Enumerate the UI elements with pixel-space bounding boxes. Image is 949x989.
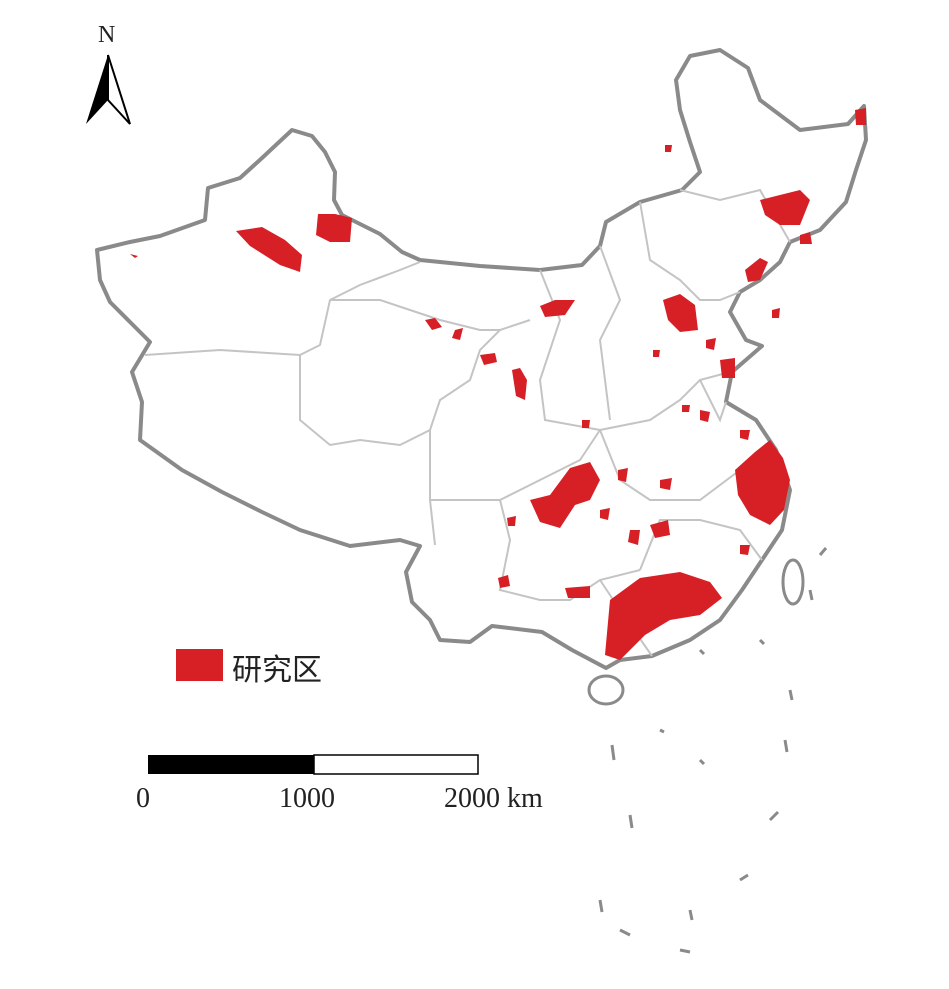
scale-bar (148, 754, 479, 775)
taiwan-island (781, 558, 805, 606)
scale-tick-1000: 1000 (279, 783, 335, 814)
north-arrow-icon (86, 54, 131, 125)
hainan-island (587, 674, 625, 706)
study-areas (130, 108, 866, 660)
scale-tick-0: 0 (136, 783, 150, 814)
north-label: N (98, 22, 116, 48)
scale-tick-2000: 2000 km (444, 783, 543, 814)
legend-swatch (176, 649, 223, 681)
legend-label: 研究区 (232, 653, 322, 688)
country-outline (95, 48, 868, 670)
south-china-sea-islands (598, 547, 828, 954)
